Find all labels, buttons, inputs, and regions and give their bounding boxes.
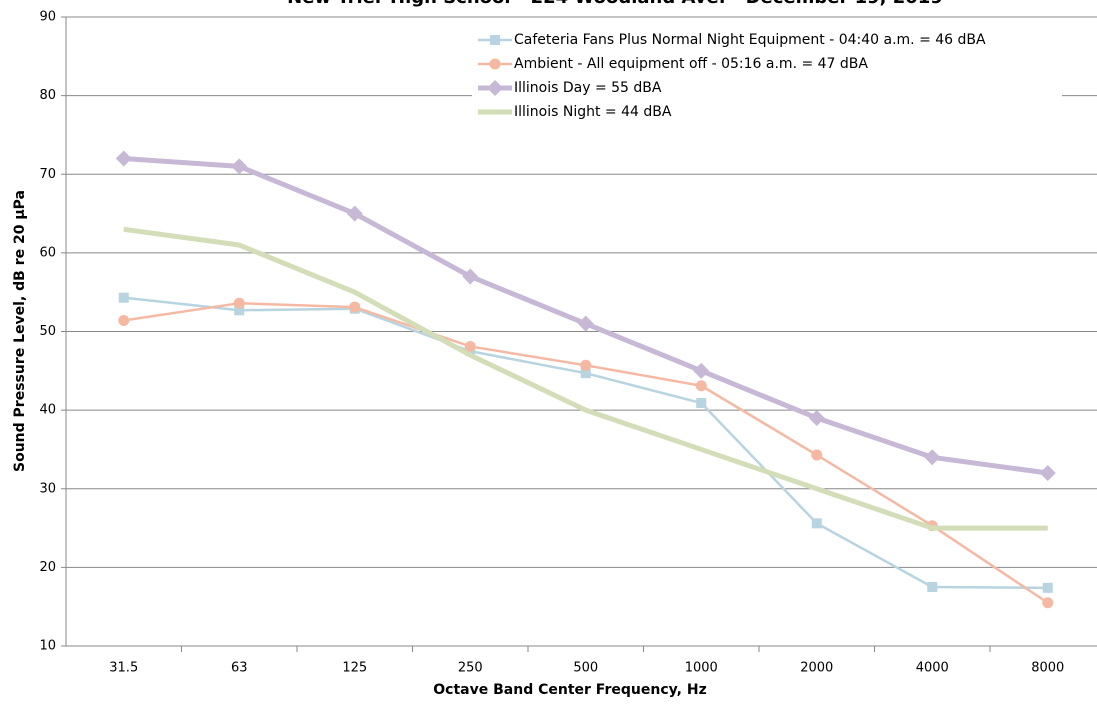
x-tick-label: 125 xyxy=(342,661,367,676)
legend-label: Illinois Night = 44 dBA xyxy=(514,104,672,120)
x-tick-label: 2000 xyxy=(800,661,833,676)
marker xyxy=(349,301,361,313)
y-tick-label: 20 xyxy=(39,560,56,575)
legend-label: Cafeteria Fans Plus Normal Night Equipme… xyxy=(514,32,986,48)
y-tick-label: 90 xyxy=(39,10,56,25)
marker xyxy=(462,268,479,285)
marker xyxy=(924,449,941,466)
y-axis-title: Sound Pressure Level, dB re 20 µPa xyxy=(12,190,28,472)
y-tick-label: 60 xyxy=(39,245,56,260)
marker xyxy=(695,380,707,392)
marker xyxy=(580,368,591,379)
legend-marker xyxy=(490,35,500,45)
x-tick-label: 500 xyxy=(573,661,598,676)
y-tick-label: 10 xyxy=(39,639,56,654)
legend-box xyxy=(472,28,1062,132)
marker xyxy=(811,518,822,529)
x-tick-label: 31.5 xyxy=(109,661,138,676)
marker xyxy=(1042,582,1053,593)
y-tick-label: 50 xyxy=(39,324,56,339)
legend-marker xyxy=(489,58,501,70)
marker xyxy=(115,150,132,167)
x-tick-label: 8000 xyxy=(1031,661,1064,676)
marker xyxy=(577,315,594,332)
y-tick-label: 70 xyxy=(39,167,56,182)
marker xyxy=(1039,465,1056,482)
x-tick-label: 63 xyxy=(231,661,248,676)
x-tick-label: 1000 xyxy=(685,661,718,676)
series-line xyxy=(123,226,1048,531)
marker xyxy=(696,398,707,409)
chart-title: New Trier High School - 224 Woodland Ave… xyxy=(287,0,943,8)
marker xyxy=(234,305,245,316)
series-line xyxy=(123,296,1048,590)
marker xyxy=(1042,597,1054,609)
marker xyxy=(118,292,129,303)
series-line xyxy=(123,301,1049,604)
marker xyxy=(231,158,248,175)
y-tick-label: 80 xyxy=(39,88,56,103)
marker xyxy=(346,205,363,222)
y-tick-label: 40 xyxy=(39,403,56,418)
legend-label: Ambient - All equipment off - 05:16 a.m.… xyxy=(514,56,868,72)
marker xyxy=(693,362,710,379)
marker xyxy=(464,340,476,352)
x-tick-label: 4000 xyxy=(916,661,949,676)
marker xyxy=(580,359,592,371)
y-tick-label: 30 xyxy=(39,481,56,496)
legend-label: Illinois Day = 55 dBA xyxy=(514,80,662,96)
marker xyxy=(118,314,130,326)
marker xyxy=(927,582,938,593)
marker xyxy=(808,409,825,426)
legend-marker xyxy=(487,80,503,96)
x-axis-title: Octave Band Center Frequency, Hz xyxy=(433,682,706,698)
marker xyxy=(811,449,823,461)
x-tick-label: 250 xyxy=(458,661,483,676)
marker xyxy=(233,297,245,309)
